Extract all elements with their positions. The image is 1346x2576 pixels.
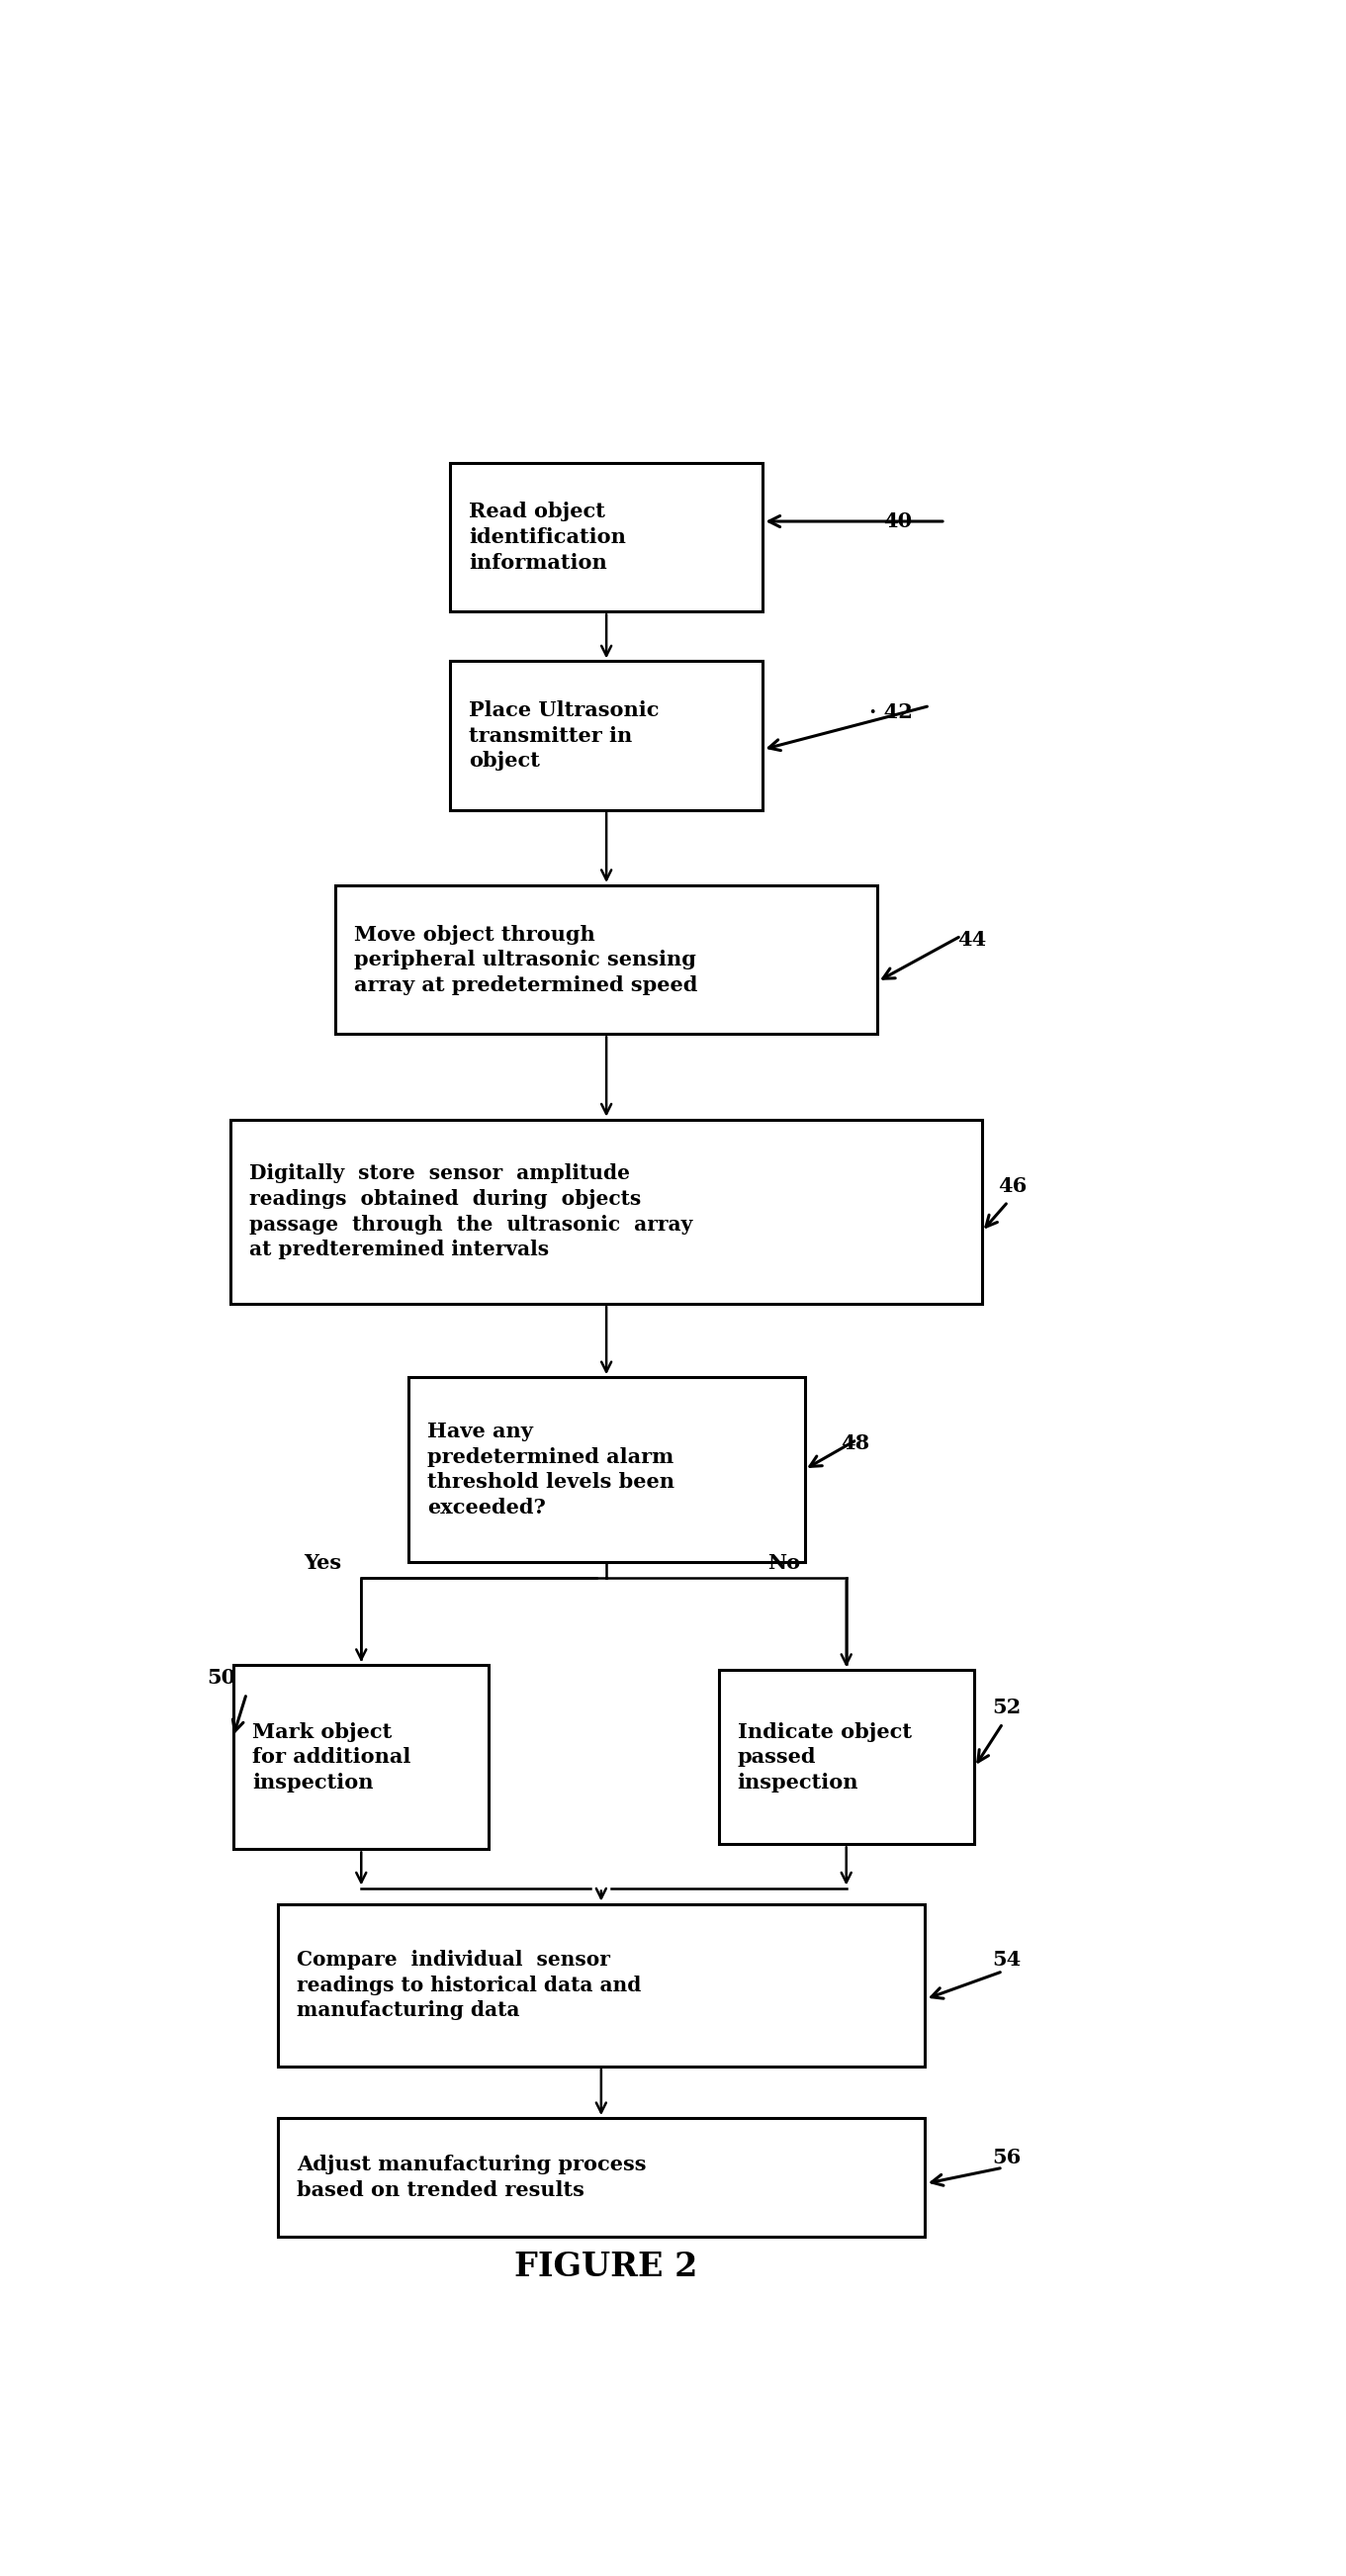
Bar	[450, 464, 763, 611]
Text: Move object through
peripheral ultrasonic sensing
array at predetermined speed: Move object through peripheral ultrasoni…	[354, 925, 697, 994]
Text: 40: 40	[883, 513, 911, 531]
Bar	[277, 2117, 925, 2236]
Text: Indicate object
passed
inspection: Indicate object passed inspection	[738, 1721, 911, 1793]
Text: Read object
identification
information: Read object identification information	[468, 502, 626, 572]
Text: Have any
predetermined alarm
threshold levels been
exceeded?: Have any predetermined alarm threshold l…	[427, 1422, 674, 1517]
Bar	[450, 662, 763, 809]
Text: 50: 50	[207, 1667, 236, 1687]
Bar	[719, 1669, 975, 1844]
Text: No: No	[767, 1553, 800, 1571]
Text: 44: 44	[958, 930, 987, 951]
Text: Compare  individual  sensor
readings to historical data and
manufacturing data: Compare individual sensor readings to hi…	[296, 1950, 641, 2020]
Bar	[335, 886, 878, 1033]
Text: 46: 46	[997, 1175, 1027, 1195]
Text: Place Ultrasonic
transmitter in
object: Place Ultrasonic transmitter in object	[468, 701, 660, 770]
Text: Adjust manufacturing process
based on trended results: Adjust manufacturing process based on tr…	[296, 2156, 646, 2200]
Text: Digitally  store  sensor  amplitude
readings  obtained  during  objects
passage : Digitally store sensor amplitude reading…	[249, 1164, 693, 1260]
Bar	[233, 1664, 489, 1850]
Bar	[232, 1121, 981, 1303]
Text: 48: 48	[841, 1435, 870, 1453]
Text: 52: 52	[992, 1698, 1022, 1718]
Text: 54: 54	[992, 1950, 1022, 1968]
Text: Yes: Yes	[304, 1553, 342, 1571]
Bar	[277, 1904, 925, 2066]
Text: 56: 56	[992, 2148, 1022, 2166]
Text: · 42: · 42	[870, 701, 913, 721]
Bar	[408, 1378, 805, 1561]
Text: Mark object
for additional
inspection: Mark object for additional inspection	[252, 1721, 411, 1793]
Text: FIGURE 2: FIGURE 2	[514, 2251, 699, 2282]
